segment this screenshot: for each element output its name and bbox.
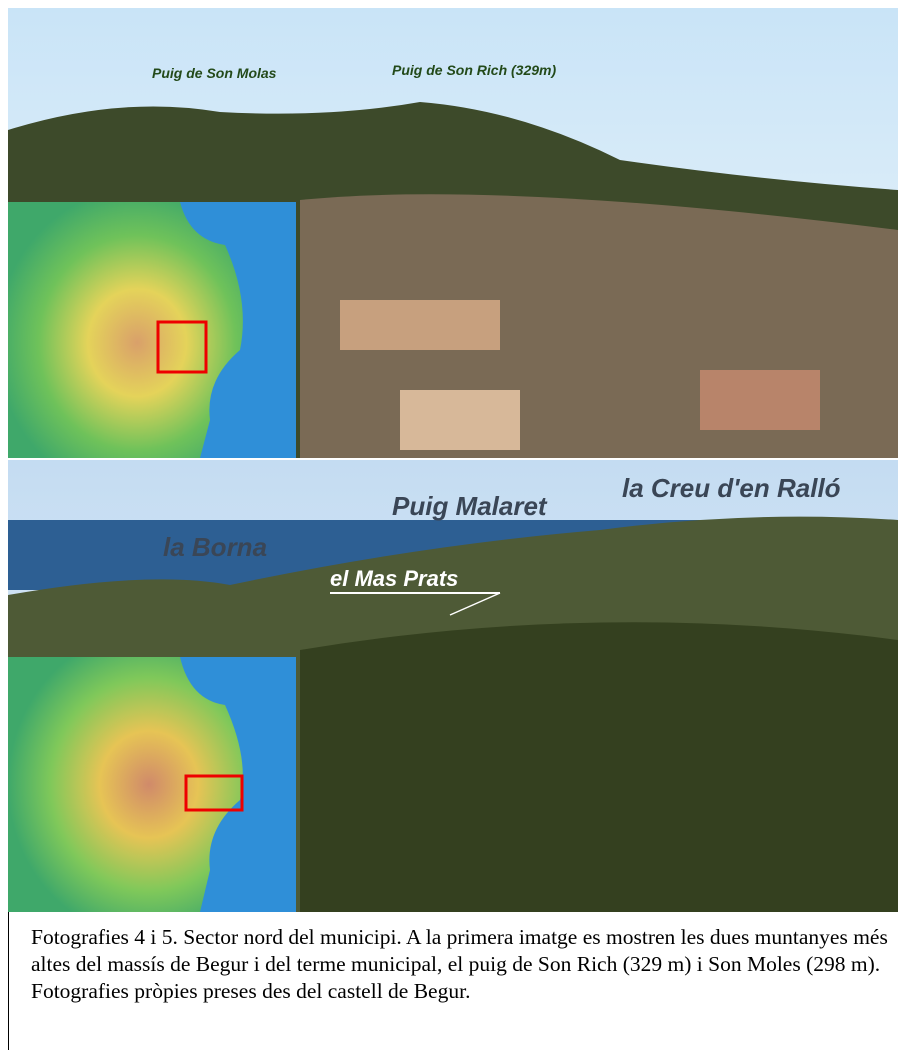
photos: Puig de Son Molas Puig de Son Rich (329m…	[8, 8, 898, 912]
photo-label: Puig de Son Molas	[152, 65, 277, 81]
photo-label: la Creu d'en Ralló	[622, 473, 841, 503]
photo-2: la Borna Puig Malaret la Creu d'en Ralló…	[8, 460, 898, 912]
photo-label: Puig Malaret	[392, 491, 548, 521]
photo-label: Puig de Son Rich (329m)	[392, 62, 556, 78]
caption: Fotografies 4 i 5. Sector nord del munic…	[8, 912, 898, 1050]
photo-1: Puig de Son Molas Puig de Son Rich (329m…	[8, 8, 898, 459]
photo-label: la Borna	[163, 532, 267, 562]
photo-label: el Mas Prats	[330, 566, 458, 591]
